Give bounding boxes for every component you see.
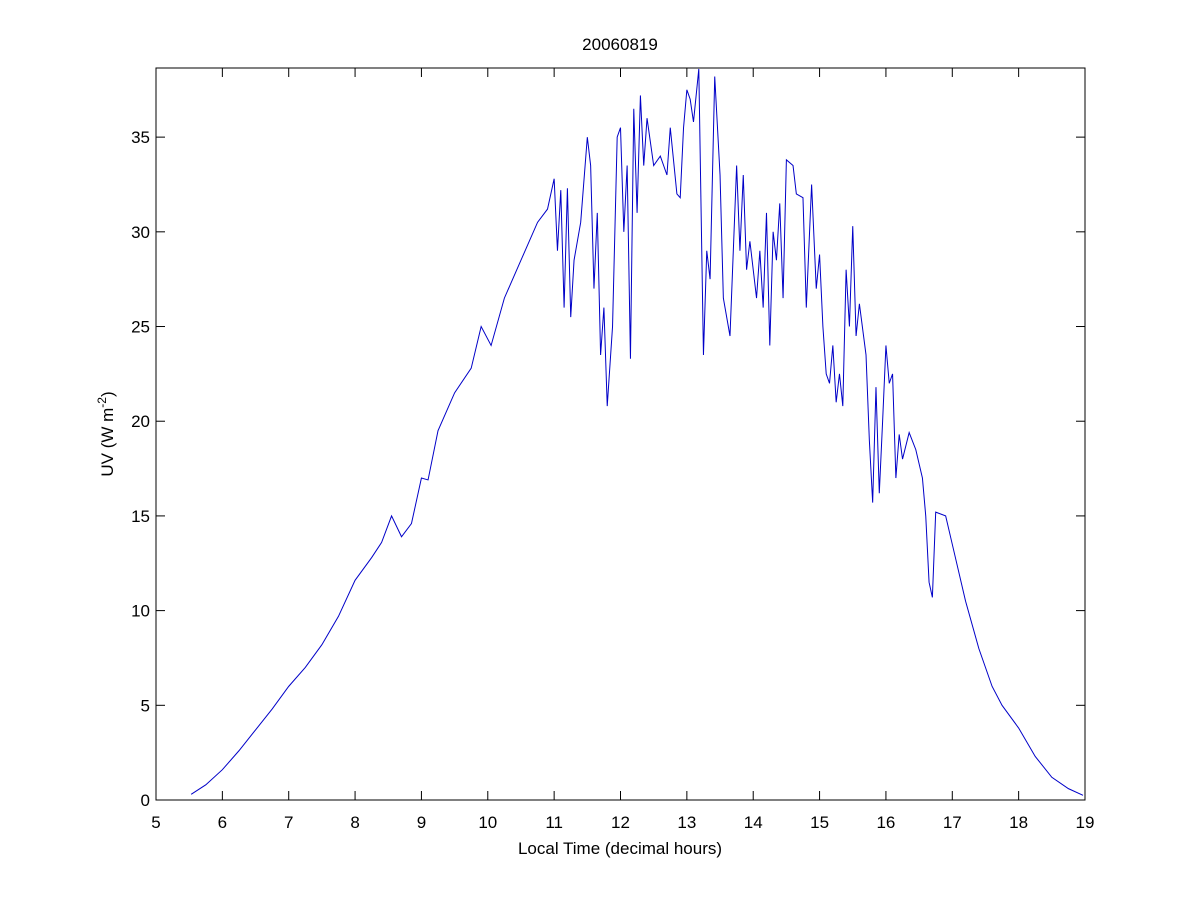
data-line — [190, 68, 1084, 796]
plot-frame — [155, 67, 1086, 801]
y-tick-label: 15 — [131, 507, 150, 526]
y-axis-title-sup: -2 — [95, 397, 109, 408]
chart-title: 20060819 — [582, 35, 658, 54]
y-tick-label: 5 — [141, 696, 150, 715]
y-tick-label: 25 — [131, 318, 150, 337]
x-axis-title: Local Time (decimal hours) — [518, 839, 722, 858]
y-axis-title-end: ) — [98, 391, 117, 397]
y-tick-label: 10 — [131, 602, 150, 621]
y-tick-label: 20 — [131, 412, 150, 431]
x-tick-label: 9 — [417, 813, 426, 832]
x-tick-label: 6 — [218, 813, 227, 832]
y-tick-label: 0 — [141, 791, 150, 810]
y-axis-title-text: UV (W m — [98, 408, 117, 477]
x-tick-label: 16 — [876, 813, 895, 832]
x-tick-label: 13 — [677, 813, 696, 832]
x-tick-label: 18 — [1009, 813, 1028, 832]
y-tick-label: 30 — [131, 223, 150, 242]
y-tick-label: 35 — [131, 128, 150, 147]
x-tick-label: 11 — [545, 813, 563, 832]
x-tick-label: 14 — [744, 813, 763, 832]
x-tick-label: 5 — [151, 813, 160, 832]
x-tick-label: 17 — [943, 813, 962, 832]
x-tick-label: 7 — [284, 813, 293, 832]
x-tick-label: 8 — [350, 813, 359, 832]
x-tick-label: 15 — [810, 813, 829, 832]
x-tick-label: 10 — [478, 813, 497, 832]
y-axis-title: UV (W m-2) — [95, 391, 117, 476]
x-tick-label: 12 — [611, 813, 630, 832]
x-tick-label: 19 — [1076, 813, 1095, 832]
